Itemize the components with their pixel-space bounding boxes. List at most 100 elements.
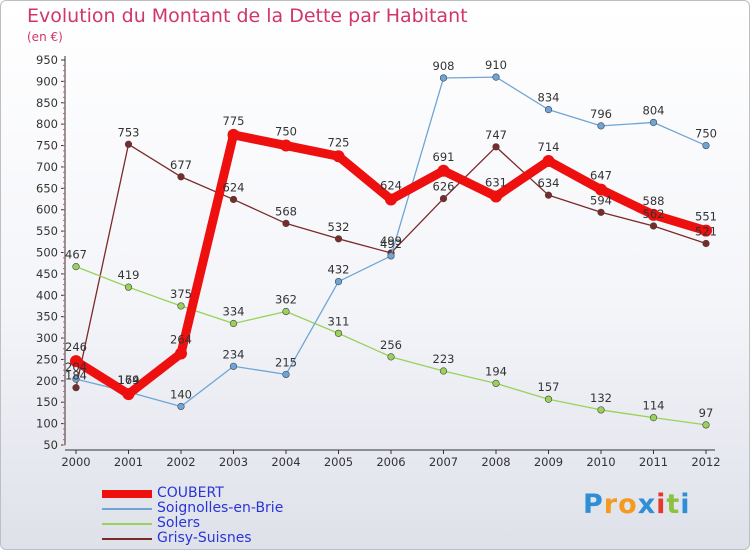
data-label: 532 [328, 220, 350, 234]
data-label: 157 [538, 380, 560, 394]
y-tick-label: 700 [36, 160, 58, 174]
logo-letter: i [680, 489, 691, 520]
data-label: 747 [485, 128, 507, 142]
data-label: 174 [118, 373, 140, 387]
data-label: 264 [170, 332, 192, 346]
data-point [647, 208, 660, 221]
data-point [227, 128, 240, 141]
data-label: 691 [433, 150, 455, 164]
logo-letter: x [637, 489, 657, 520]
data-label: 714 [538, 140, 560, 154]
data-point [177, 402, 185, 411]
data-label: 631 [485, 175, 507, 189]
legend-swatch [102, 490, 152, 498]
data-label: 215 [275, 355, 297, 369]
logo-letter: i [656, 489, 667, 520]
data-label: 796 [590, 107, 612, 121]
data-point [492, 379, 500, 388]
data-point [124, 283, 133, 291]
chart-title: Evolution du Montant de la Dette par Hab… [27, 5, 468, 27]
data-label: 204 [65, 360, 87, 374]
y-tick-label: 100 [36, 417, 58, 431]
y-tick-label: 850 [36, 96, 58, 110]
data-label: 419 [118, 268, 140, 282]
y-tick-label: 200 [36, 374, 58, 388]
data-point [597, 122, 605, 130]
data-point [70, 355, 82, 368]
x-tick-label: 2006 [376, 455, 405, 469]
data-point [229, 195, 238, 204]
data-label: 588 [643, 194, 665, 208]
legend-swatch [102, 508, 152, 510]
data-label: 492 [380, 237, 402, 251]
logo-letter: r [603, 489, 619, 520]
data-point [544, 191, 553, 199]
data-label: 362 [275, 293, 297, 307]
x-tick-label: 2000 [61, 455, 90, 469]
y-tick-label: 800 [36, 117, 58, 131]
y-tick-label: 550 [36, 224, 58, 238]
y-tick-label: 300 [36, 331, 58, 345]
data-label: 910 [485, 58, 507, 72]
data-label: 432 [328, 263, 350, 277]
data-point [542, 154, 555, 167]
data-point [387, 353, 395, 361]
y-tick-label: 750 [36, 139, 58, 153]
data-label: 568 [275, 204, 297, 218]
data-point [700, 224, 712, 237]
data-label: 114 [643, 399, 665, 413]
data-label: 246 [65, 340, 87, 354]
data-label: 804 [643, 103, 665, 117]
proxiti-logo: Proxiti [583, 489, 691, 520]
x-tick-label: 2002 [166, 455, 195, 469]
data-label: 594 [590, 193, 612, 207]
data-point [72, 263, 80, 271]
data-label: 169 [118, 373, 140, 387]
y-tick-label: 600 [36, 203, 58, 217]
data-label: 775 [223, 114, 245, 128]
logo-letter: t [666, 489, 681, 520]
data-point [124, 140, 133, 148]
data-label: 375 [170, 287, 192, 301]
y-tick-label: 900 [36, 74, 58, 88]
data-label: 184 [65, 369, 87, 383]
y-tick-label: 500 [36, 246, 58, 260]
data-point [649, 118, 658, 127]
y-tick-label: 150 [36, 395, 58, 409]
data-label: 562 [643, 207, 665, 221]
x-tick-label: 2011 [639, 455, 668, 469]
data-label: 140 [170, 388, 192, 402]
x-tick-label: 2007 [429, 455, 458, 469]
data-point [229, 319, 238, 328]
data-point [385, 193, 397, 206]
data-point [282, 370, 290, 379]
data-point [334, 329, 343, 337]
data-point [177, 173, 185, 181]
legend-swatch [102, 538, 152, 540]
data-label: 499 [380, 234, 402, 248]
data-label: 97 [699, 406, 714, 420]
logo-letter: P [583, 489, 604, 520]
chart-subtitle: (en €) [27, 30, 63, 44]
data-label: 311 [328, 314, 350, 328]
data-point [702, 239, 710, 248]
y-tick-label: 450 [36, 267, 58, 281]
data-label: 634 [538, 176, 560, 190]
data-label: 753 [118, 125, 140, 139]
x-tick-label: 2004 [271, 455, 300, 469]
y-tick-label: 350 [36, 310, 58, 324]
data-point [597, 406, 605, 414]
data-label: 908 [433, 59, 455, 73]
x-tick-label: 2003 [219, 455, 248, 469]
data-label: 750 [275, 125, 297, 139]
data-point [177, 302, 185, 310]
legend-label: COUBERT [157, 485, 224, 501]
data-point [544, 106, 553, 114]
x-tick-label: 2009 [534, 455, 563, 469]
data-point [437, 164, 450, 177]
data-point [280, 139, 292, 152]
chart-axes: 50 100 150 200 250 300 350 400 450 500 550 600 650 70… [36, 53, 721, 469]
data-label: 834 [538, 91, 560, 105]
data-point [387, 252, 395, 260]
